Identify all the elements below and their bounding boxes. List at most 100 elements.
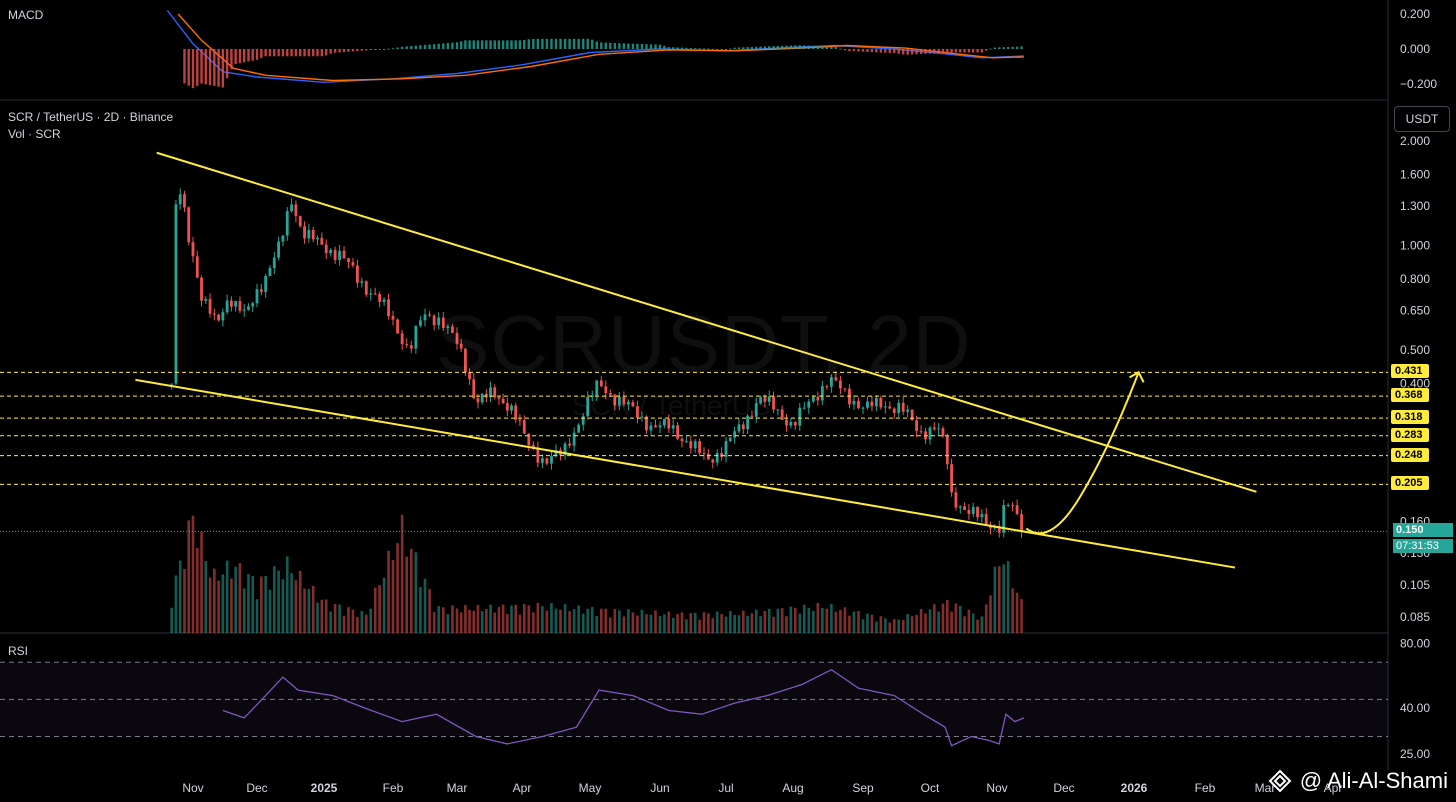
volume-bar — [980, 616, 984, 633]
volume-bar — [514, 604, 518, 633]
volume-bar — [563, 604, 567, 633]
volume-bar — [536, 602, 540, 633]
candle-body — [839, 380, 842, 389]
macd-histogram-bar — [455, 42, 459, 49]
candle-body — [636, 406, 639, 418]
candle-body — [378, 293, 382, 302]
author-credit: @ Ali-Al-Shami — [1268, 768, 1448, 794]
macd-histogram-bar — [848, 49, 851, 52]
candle-body — [707, 453, 710, 460]
macd-histogram-bar — [568, 38, 571, 49]
volume-bar — [356, 616, 359, 633]
volume-bar — [861, 619, 865, 633]
volume-bar — [685, 619, 688, 633]
macd-histogram-bar — [768, 46, 771, 49]
candle-body — [285, 211, 289, 236]
symbol-watermark: SCRUSDT, 2D — [436, 299, 972, 388]
candle-body — [604, 386, 608, 394]
volume-bar — [400, 514, 404, 633]
candle-body — [613, 394, 617, 406]
macd-histogram-bar — [307, 49, 311, 57]
macd-histogram-bar — [645, 44, 648, 49]
macd-histogram-bar — [910, 49, 914, 55]
volume-bar — [391, 559, 395, 633]
volume-bar — [754, 609, 758, 633]
macd-histogram-bar — [572, 38, 576, 49]
candle-body — [693, 441, 697, 449]
candle-body — [446, 326, 450, 328]
macd-histogram-bar — [950, 49, 953, 53]
candle-body — [586, 397, 590, 417]
volume-bar — [170, 607, 173, 633]
candle-body — [741, 424, 745, 430]
volume-bar — [750, 613, 754, 633]
macd-histogram-bar — [902, 49, 905, 55]
volume-bar — [802, 604, 806, 633]
macd-histogram-bar — [476, 40, 480, 49]
time-tick: Dec — [1053, 781, 1074, 795]
macd-histogram-bar — [591, 39, 594, 49]
macd-histogram-bar — [217, 49, 220, 87]
candle-body — [976, 506, 979, 518]
macd-histogram-bar — [812, 45, 815, 49]
current-price-tag: 0.150 — [1393, 523, 1453, 537]
candle-body — [910, 409, 914, 421]
candle-body — [501, 398, 505, 404]
pair-title: SCR / TetherUS · 2D · Binance — [8, 110, 174, 124]
macd-histogram-bar — [333, 49, 337, 53]
macd-histogram-bar — [636, 43, 639, 49]
volume-bar — [342, 615, 346, 633]
macd-histogram-bar — [772, 46, 775, 49]
candle-body — [581, 416, 585, 425]
volume-bar — [238, 563, 242, 633]
candle-body — [997, 525, 1001, 533]
candle-body — [324, 244, 328, 254]
volume-bar — [976, 619, 979, 633]
macd-histogram-bar — [514, 40, 517, 49]
volume-bar — [737, 615, 741, 633]
volume-bar — [767, 608, 771, 633]
volume-bar — [958, 605, 962, 633]
volume-bar — [866, 613, 869, 633]
candle-body — [746, 415, 750, 430]
macd-histogram-bar — [523, 39, 526, 49]
macd-histogram-bar — [595, 41, 598, 49]
candle-body — [183, 194, 186, 208]
price-tick: 1.600 — [1400, 168, 1430, 182]
candle-body — [945, 436, 949, 465]
candle-body — [941, 428, 945, 437]
volume-bar — [230, 578, 233, 633]
candle-body — [883, 406, 887, 408]
volume-bar — [225, 560, 229, 633]
volume-bar — [733, 614, 736, 633]
candle-body — [238, 301, 242, 311]
macd-histogram-bar — [967, 49, 971, 53]
macd-histogram-bar — [980, 49, 984, 53]
candle-body — [857, 401, 860, 409]
volume-bar — [604, 608, 608, 633]
currency-unit-button[interactable]: USDT — [1394, 106, 1450, 132]
volume-bar — [221, 574, 225, 633]
volume-bar — [432, 612, 436, 633]
arrow-head — [1129, 370, 1145, 383]
macd-histogram-bar — [230, 49, 233, 70]
macd-histogram-bar — [506, 40, 509, 49]
time-tick: Aug — [782, 781, 803, 795]
macd-histogram-bar — [654, 44, 657, 49]
price-tick: 0.500 — [1400, 343, 1430, 357]
candle-body — [541, 458, 544, 463]
macd-histogram-bar — [746, 47, 749, 49]
volume-bar — [729, 610, 732, 633]
macd-histogram-bar — [928, 49, 932, 54]
macd-histogram-bar — [763, 46, 767, 49]
candle-body — [316, 237, 319, 240]
macd-histogram-bar — [255, 49, 259, 60]
macd-histogram-bar — [724, 49, 728, 50]
volume-bar — [636, 615, 639, 633]
macd-histogram-bar — [821, 46, 824, 49]
macd-histogram-bar — [338, 49, 341, 53]
candle-body — [937, 428, 941, 430]
x-axis: Nov Dec 2025 Feb Mar Apr May Jun Jul Aug Sep Oct Nov… — [182, 781, 1342, 795]
volume-bar — [631, 612, 635, 633]
macd-histogram-bar — [208, 49, 212, 86]
